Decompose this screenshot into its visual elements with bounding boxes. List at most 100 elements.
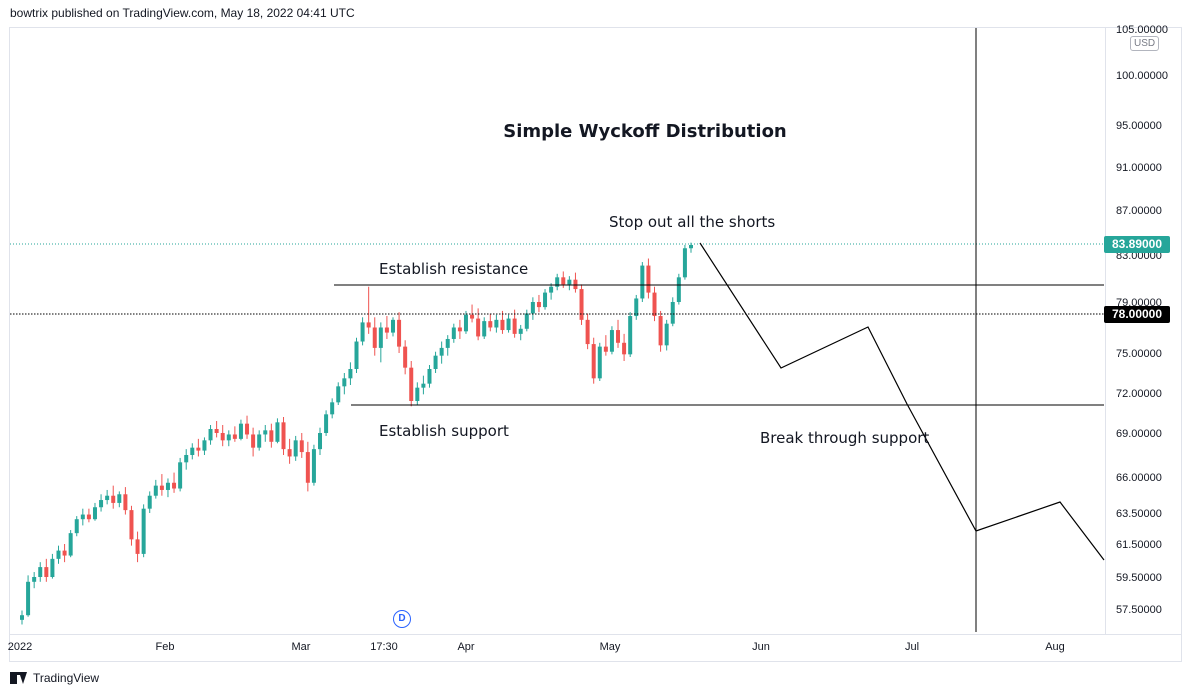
candle-body bbox=[68, 533, 73, 556]
candle-body bbox=[494, 319, 499, 328]
candle-body bbox=[482, 321, 487, 337]
candle-body bbox=[658, 316, 663, 346]
candle-body bbox=[512, 318, 517, 334]
candle-body bbox=[427, 369, 432, 384]
candle-body bbox=[536, 302, 541, 308]
projection-path bbox=[699, 242, 1105, 561]
candle-body bbox=[445, 338, 450, 348]
candle-body bbox=[488, 321, 493, 328]
time-tick-label: Apr bbox=[457, 641, 474, 653]
candle-body bbox=[664, 323, 669, 346]
candle-body bbox=[530, 302, 535, 314]
horizontal-line-price-tag: 78.00000 bbox=[1104, 306, 1170, 323]
candle-body bbox=[585, 319, 590, 345]
candle-body bbox=[287, 449, 292, 457]
time-tick-label: Aug bbox=[1045, 641, 1065, 653]
candle-body bbox=[305, 452, 310, 483]
price-axis[interactable] bbox=[1105, 27, 1182, 635]
candle-body bbox=[622, 342, 627, 355]
candle-body bbox=[56, 550, 61, 559]
candle-body bbox=[99, 500, 104, 508]
candle-body bbox=[275, 422, 280, 442]
candle-body bbox=[634, 298, 639, 317]
candle-body bbox=[354, 341, 359, 369]
candle-body bbox=[318, 433, 323, 450]
candle-body bbox=[165, 482, 170, 490]
candle-body bbox=[141, 508, 146, 554]
candle-body bbox=[172, 482, 177, 489]
candle-body bbox=[640, 265, 645, 299]
price-tick-label: 63.50000 bbox=[1116, 508, 1162, 520]
price-tick-label: 95.00000 bbox=[1116, 120, 1162, 132]
candle-body bbox=[135, 539, 140, 554]
candle-body bbox=[397, 319, 402, 347]
time-tick-label: Jul bbox=[905, 641, 919, 653]
tradingview-footer[interactable]: TradingView bbox=[10, 669, 99, 687]
time-axis[interactable] bbox=[9, 634, 1182, 635]
candle-body bbox=[129, 510, 134, 540]
candle-body bbox=[409, 367, 414, 401]
candle-body bbox=[38, 567, 43, 577]
candle-body bbox=[62, 550, 67, 556]
dividend-marker-icon[interactable]: D bbox=[393, 610, 411, 628]
candle-body bbox=[26, 581, 31, 616]
candle-body bbox=[555, 277, 560, 287]
candle-body bbox=[117, 494, 122, 503]
candle-body bbox=[50, 558, 55, 577]
candle-body bbox=[470, 314, 475, 319]
candle-body bbox=[500, 319, 505, 331]
price-tick-label: 66.00000 bbox=[1116, 472, 1162, 484]
currency-badge[interactable]: USD bbox=[1130, 36, 1160, 51]
candle-body bbox=[567, 279, 572, 285]
candle-body bbox=[336, 386, 341, 403]
candle-body bbox=[92, 507, 97, 520]
candle-body bbox=[20, 615, 24, 620]
candle-body bbox=[348, 369, 353, 379]
footer-brand: TradingView bbox=[33, 671, 100, 685]
candle-body bbox=[202, 440, 207, 451]
candle-body bbox=[111, 495, 116, 503]
candle-body bbox=[390, 319, 395, 333]
chart-title: Simple Wyckoff Distribution bbox=[503, 121, 787, 142]
candle-body bbox=[573, 279, 578, 290]
candle-body bbox=[86, 514, 91, 520]
candle-body bbox=[518, 328, 523, 334]
price-tick-label: 59.50000 bbox=[1116, 572, 1162, 584]
candle-body bbox=[609, 330, 614, 352]
candle-body bbox=[208, 429, 213, 441]
candle-body bbox=[457, 327, 462, 332]
candle-body bbox=[123, 494, 128, 511]
candle-body bbox=[378, 327, 383, 348]
candle-body bbox=[597, 346, 602, 379]
annotation-support: Establish support bbox=[379, 422, 509, 440]
annotation-break: Break through support bbox=[760, 429, 929, 447]
candle-body bbox=[549, 286, 554, 293]
price-tick-label: 91.00000 bbox=[1116, 162, 1162, 174]
candle-body bbox=[543, 292, 548, 308]
candle-body bbox=[579, 289, 584, 320]
candle-body bbox=[281, 422, 286, 450]
candle-body bbox=[159, 485, 164, 490]
candle-body bbox=[689, 244, 693, 249]
candle-body bbox=[226, 434, 231, 441]
candle-body bbox=[105, 495, 110, 501]
last-price-tag: 83.89000 bbox=[1104, 236, 1170, 253]
price-tick-label: 57.50000 bbox=[1116, 604, 1162, 616]
annotation-resistance: Establish resistance bbox=[379, 260, 528, 278]
candle-body bbox=[591, 344, 596, 379]
candlestick-series bbox=[20, 242, 693, 625]
candle-body bbox=[330, 402, 335, 415]
publisher-header: bowtrix published on TradingView.com, Ma… bbox=[10, 6, 355, 20]
candle-body bbox=[293, 440, 298, 457]
candle-body bbox=[220, 433, 225, 441]
candle-body bbox=[524, 313, 529, 329]
candle-body bbox=[652, 292, 657, 317]
candle-body bbox=[451, 327, 456, 339]
candle-body bbox=[184, 455, 189, 463]
candle-body bbox=[670, 302, 675, 324]
candle-body bbox=[616, 330, 621, 343]
candle-body bbox=[342, 378, 347, 387]
candle-body bbox=[263, 430, 268, 435]
candle-body bbox=[153, 485, 158, 496]
